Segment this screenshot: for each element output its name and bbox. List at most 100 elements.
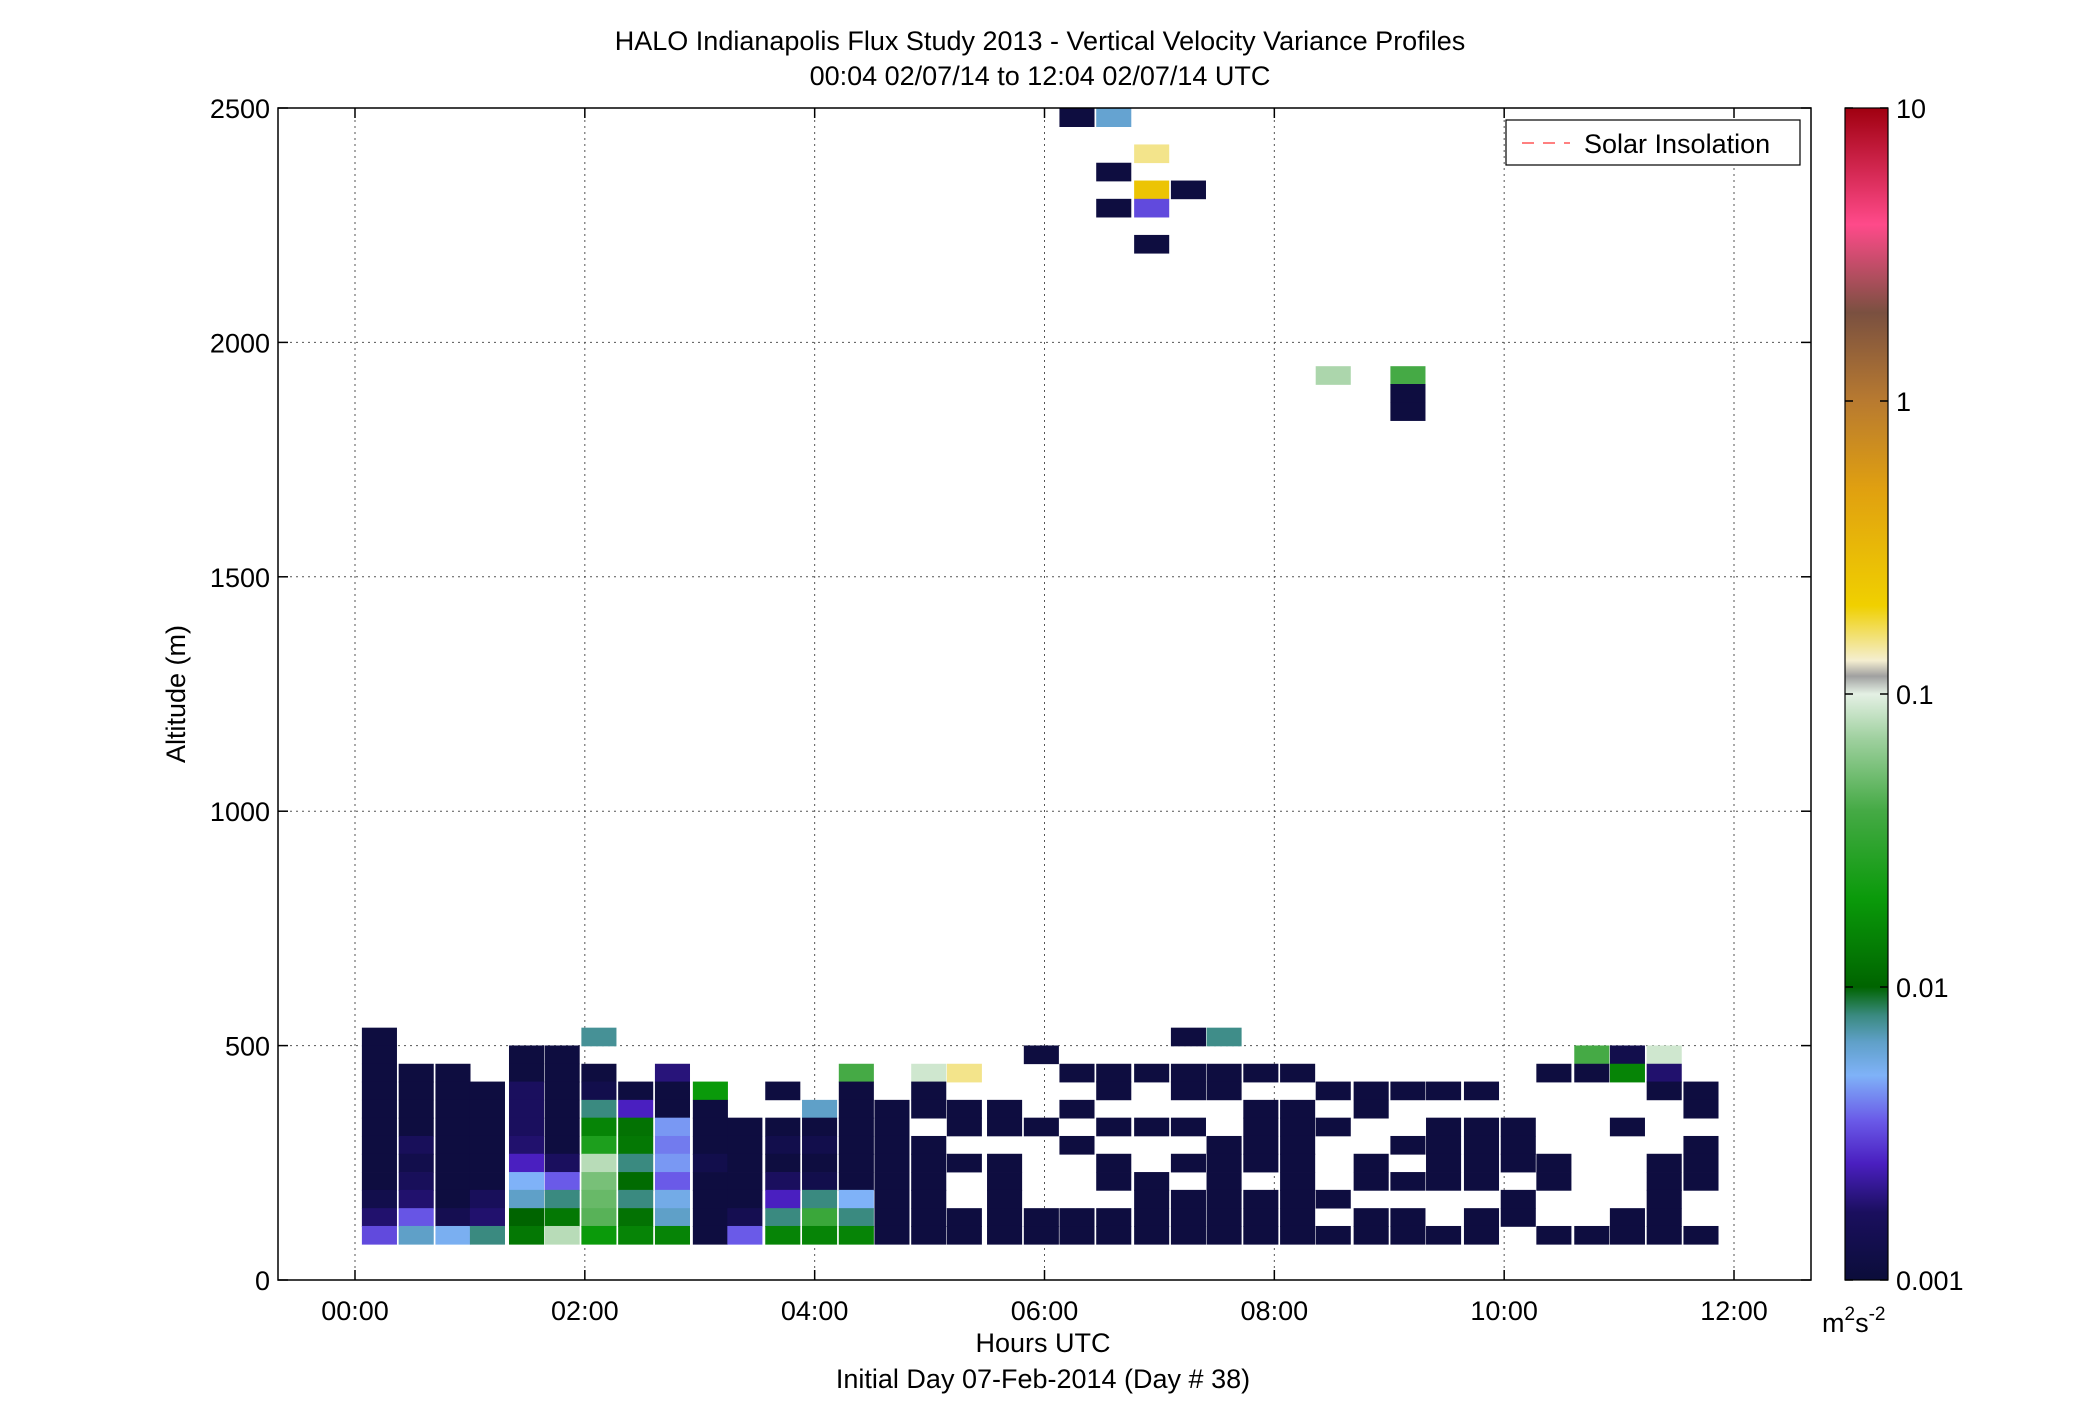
heatmap-cell (1390, 1225, 1426, 1245)
heatmap-cell (1646, 1063, 1682, 1083)
heatmap-cell (874, 1153, 910, 1173)
heatmap-cell (1683, 1153, 1719, 1173)
heatmap-cell (1646, 1081, 1682, 1101)
heatmap-cell (435, 1153, 471, 1173)
heatmap-cell (1426, 1081, 1462, 1101)
heatmap-cell (838, 1153, 874, 1173)
heatmap-cell (398, 1172, 434, 1191)
heatmap-cell (1353, 1172, 1389, 1191)
heatmap-cell (508, 1063, 545, 1083)
heatmap-cell (1646, 1045, 1682, 1065)
heatmap-cell (361, 1153, 397, 1173)
heatmap-cell (987, 1189, 1023, 1209)
heatmap-cell (1206, 1153, 1242, 1173)
heatmap-cell (1574, 1045, 1610, 1065)
y-tick-label: 1500 (210, 563, 270, 593)
heatmap-cell (765, 1153, 801, 1173)
heatmap-cell (581, 1153, 617, 1173)
heatmap-cell (1059, 1135, 1095, 1155)
heatmap-cell (1500, 1117, 1536, 1137)
heatmap-cell (508, 1172, 545, 1191)
heatmap-cell (1023, 1045, 1059, 1065)
heatmap-cell (911, 1225, 947, 1245)
heatmap-cell (1170, 1153, 1206, 1173)
heatmap-cell (946, 1063, 982, 1083)
heatmap-cell (1059, 1063, 1095, 1083)
heatmap-cell (1170, 1189, 1206, 1209)
heatmap-cell (544, 1135, 580, 1155)
heatmap-cell (1059, 1208, 1095, 1227)
heatmap-cell (508, 1045, 545, 1065)
y-tick-label: 2500 (210, 94, 270, 124)
heatmap-cell (544, 1189, 580, 1209)
heatmap-cell (435, 1081, 471, 1101)
heatmap-cell (581, 1172, 617, 1191)
heatmap-cell (1243, 1117, 1279, 1137)
heatmap-cell (987, 1208, 1023, 1227)
heatmap-cell (765, 1172, 801, 1191)
heatmap-cell (361, 1135, 397, 1155)
heatmap-cell (361, 1099, 397, 1119)
heatmap-cell (1463, 1172, 1500, 1191)
heatmap-cell (581, 1063, 617, 1083)
heatmap-cell (581, 1027, 617, 1047)
plot-area: 00:00 02:00 04:00 06:00 08:00 10:00 12:00 0 500 1… (210, 94, 1812, 1326)
heatmap-cell (361, 1208, 397, 1227)
y-tick-label: 2000 (210, 328, 270, 358)
heatmap-cell (1683, 1135, 1719, 1155)
x-axis-label: Hours UTC (975, 1328, 1110, 1358)
x-tick-label: 06:00 (1011, 1296, 1079, 1326)
heatmap-cell (508, 1189, 545, 1209)
heatmap-cell (361, 1045, 397, 1065)
heatmap-cell (946, 1225, 982, 1245)
x-tick-label: 12:00 (1700, 1296, 1768, 1326)
heatmap-cell (1206, 1081, 1242, 1101)
heatmap-cell (1426, 1172, 1462, 1191)
heatmap-cell (1463, 1117, 1500, 1137)
heatmap-cell (1206, 1027, 1242, 1047)
heatmap-cell (1536, 1153, 1572, 1173)
heatmap-cell (1096, 198, 1132, 218)
heatmap-cell (802, 1153, 838, 1173)
heatmap-cell (727, 1117, 763, 1137)
heatmap-cell (1023, 1225, 1059, 1245)
heatmap-cell (1280, 1208, 1316, 1227)
heatmap-cell (765, 1208, 801, 1227)
heatmap-cell (1096, 108, 1132, 128)
heatmap-cell (435, 1189, 471, 1209)
heatmap-cell (508, 1225, 545, 1245)
heatmap-cell (1280, 1099, 1316, 1119)
heatmap-cell (469, 1153, 505, 1173)
heatmap-cell (469, 1225, 505, 1245)
heatmap-cell (1353, 1153, 1389, 1173)
heatmap-cell (654, 1117, 691, 1137)
heatmap-cell (398, 1063, 434, 1083)
y-tick-label: 1000 (210, 797, 270, 827)
x-tick-label: 08:00 (1241, 1296, 1309, 1326)
y-axis-label: Altitude (m) (161, 625, 191, 763)
heatmap-cell (1059, 1099, 1095, 1119)
heatmap-cell (1500, 1208, 1536, 1227)
heatmap-cell (618, 1189, 654, 1209)
heatmap-cell (1206, 1225, 1242, 1245)
heatmap-cell (692, 1153, 728, 1173)
heatmap-cell (1646, 1172, 1682, 1191)
heatmap-cell (361, 1117, 397, 1137)
heatmap-cell (1315, 1081, 1351, 1101)
y-tick-label: 500 (225, 1032, 270, 1062)
heatmap-cell (946, 1099, 982, 1119)
heatmap-cell (692, 1117, 728, 1137)
heatmap-cell (1426, 1135, 1462, 1155)
heatmap-cell (692, 1135, 728, 1155)
heatmap-cell (1390, 384, 1426, 403)
heatmap-cell (1609, 1225, 1645, 1245)
heatmap-cell (765, 1225, 801, 1245)
heatmap-cell (838, 1117, 874, 1137)
heatmap-cell (618, 1117, 654, 1137)
heatmap-cell (1280, 1153, 1316, 1173)
heatmap-cells (361, 108, 1719, 1245)
heatmap-cell (469, 1135, 505, 1155)
heatmap-cell (802, 1172, 838, 1191)
heatmap-cell (1646, 1189, 1682, 1209)
heatmap-cell (911, 1208, 947, 1227)
